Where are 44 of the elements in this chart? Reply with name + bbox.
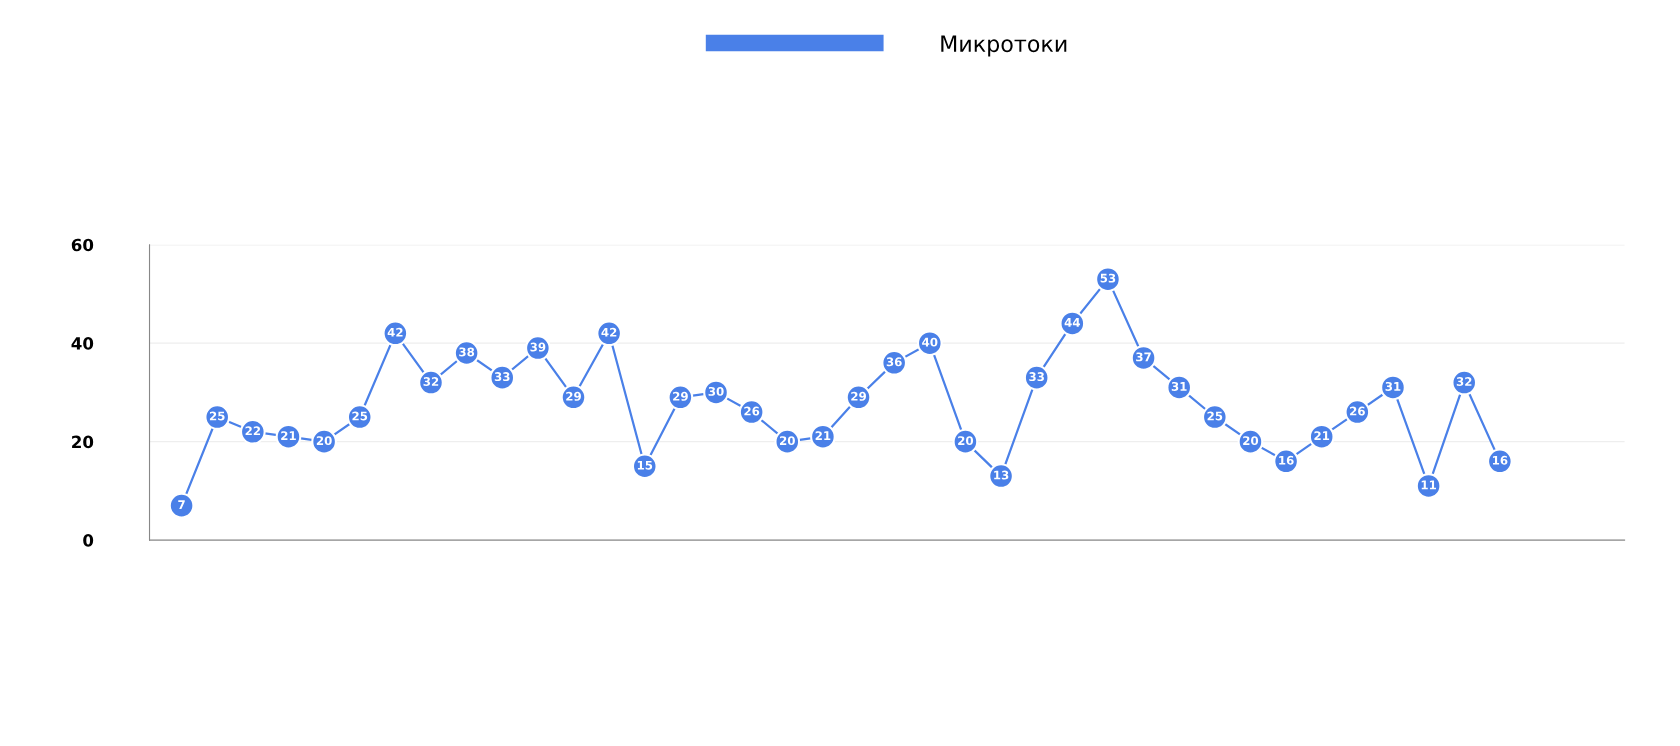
text: Микротоки bbox=[941, 35, 1067, 57]
data-label: 21 bbox=[1314, 431, 1330, 440]
data-label: 16 bbox=[1492, 455, 1508, 465]
data-label: 13 bbox=[994, 470, 1009, 480]
data-label: 26 bbox=[1350, 406, 1365, 416]
data-label: 26 bbox=[744, 406, 760, 416]
data-label: 53 bbox=[1100, 273, 1116, 283]
data-label: 21 bbox=[815, 431, 831, 440]
data-label: 11 bbox=[1421, 480, 1436, 490]
y-tick-label: 20 bbox=[72, 435, 94, 449]
data-label: 20 bbox=[780, 436, 795, 446]
data-label: 21 bbox=[281, 431, 296, 440]
data-label: 32 bbox=[1456, 377, 1472, 386]
y-tick-label: 40 bbox=[71, 337, 94, 350]
data-label: 22 bbox=[245, 426, 261, 436]
point bbox=[168, 492, 195, 519]
data-label: 42 bbox=[601, 327, 617, 337]
data-label: 37 bbox=[1136, 352, 1151, 362]
y-tick-label: 60 bbox=[71, 238, 94, 252]
data-label: 44 bbox=[1064, 318, 1080, 327]
y-tick-label: 0 bbox=[83, 534, 94, 547]
data-label: 38 bbox=[459, 347, 475, 357]
data-label: 42 bbox=[387, 327, 403, 337]
data-label: 33 bbox=[494, 372, 510, 382]
data-label: 16 bbox=[1279, 455, 1294, 465]
data-label: 20 bbox=[316, 436, 332, 446]
data-label: 25 bbox=[1207, 411, 1223, 421]
data-label: 39 bbox=[530, 342, 546, 352]
data-label: 30 bbox=[708, 386, 724, 396]
data-label: 20 bbox=[958, 436, 974, 446]
data-label: 29 bbox=[851, 391, 866, 401]
data-label: 7 bbox=[178, 500, 185, 509]
data-label: 25 bbox=[352, 411, 368, 421]
data-label: 33 bbox=[1029, 372, 1044, 382]
data-label: 29 bbox=[566, 391, 581, 401]
data-label: 32 bbox=[423, 377, 439, 386]
data-label: 15 bbox=[637, 460, 653, 470]
data-label: 20 bbox=[1243, 436, 1259, 446]
data-label: 25 bbox=[209, 411, 225, 421]
data-label: 29 bbox=[673, 391, 688, 401]
data-label: 40 bbox=[922, 337, 938, 347]
data-label: 36 bbox=[886, 357, 902, 367]
data-label: 31 bbox=[1385, 381, 1401, 391]
data-label: 31 bbox=[1171, 381, 1187, 391]
